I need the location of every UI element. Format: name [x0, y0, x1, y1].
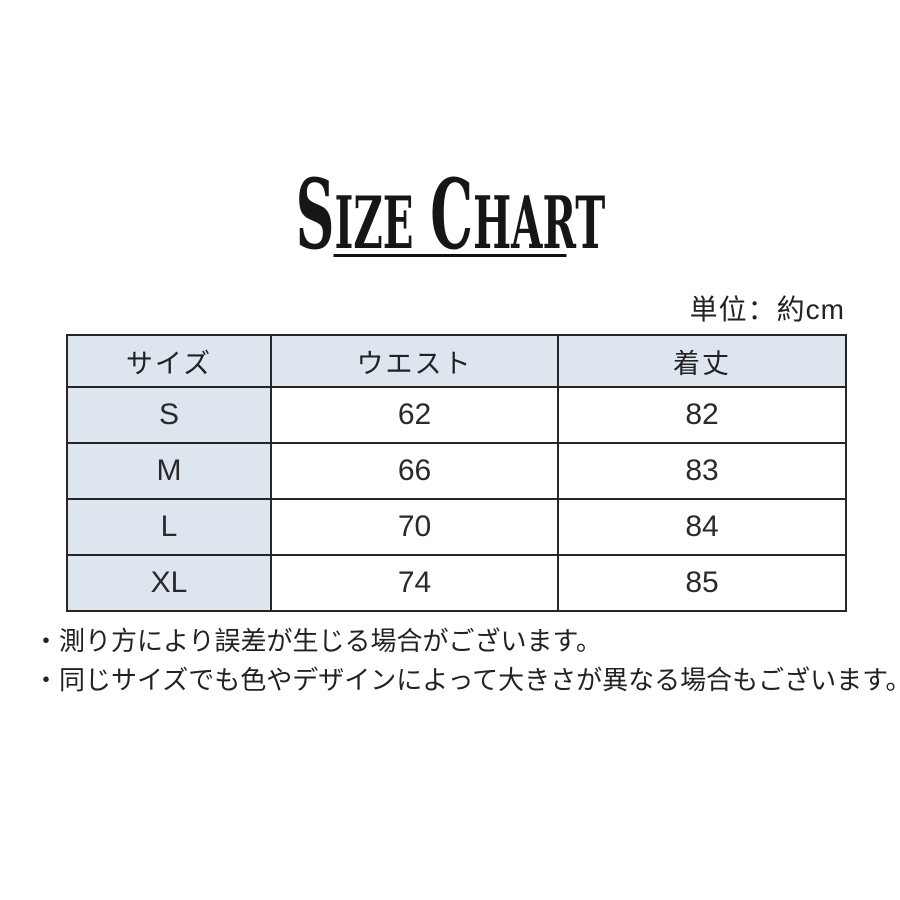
waist-cell: 70 — [270, 498, 559, 556]
title-letter-large: C — [429, 158, 473, 271]
page-title: S IZE C HART — [295, 158, 605, 271]
note-line: ・同じサイズでも色やデザインによって大きさが異なる場合もございます。 — [33, 665, 900, 695]
header-waist: ウエスト — [270, 334, 559, 388]
header-length: 着丈 — [557, 334, 847, 388]
note-line: ・測り方により誤差が生じる場合がございます。 — [33, 626, 602, 656]
table-row: S 62 82 — [66, 386, 847, 444]
table-row: M 66 83 — [66, 442, 847, 500]
header-size: サイズ — [66, 334, 272, 388]
size-cell: S — [66, 386, 272, 444]
size-table: サイズ ウエスト 着丈 S 62 82 M 66 83 L 70 84 XL — [66, 334, 847, 612]
waist-cell: 66 — [270, 442, 559, 500]
length-cell: 84 — [557, 498, 847, 556]
title-letters-small: IZE — [334, 180, 414, 265]
size-cell: L — [66, 498, 272, 556]
unit-label: 単位：約cm — [689, 294, 845, 325]
title-letters-small: HART — [472, 180, 605, 265]
title-letter-large: S — [295, 158, 335, 271]
table-row: L 70 84 — [66, 498, 847, 556]
size-cell: XL — [66, 554, 272, 612]
title-block: S IZE C HART — [0, 158, 900, 271]
length-cell: 85 — [557, 554, 847, 612]
title-underline — [333, 254, 567, 257]
notes: ・測り方により誤差が生じる場合がございます。 ・同じサイズでも色やデザインによっ… — [33, 622, 900, 700]
length-cell: 82 — [557, 386, 847, 444]
size-cell: M — [66, 442, 272, 500]
length-cell: 83 — [557, 442, 847, 500]
waist-cell: 62 — [270, 386, 559, 444]
table-row: XL 74 85 — [66, 554, 847, 612]
waist-cell: 74 — [270, 554, 559, 612]
table-header-row: サイズ ウエスト 着丈 — [66, 334, 847, 388]
